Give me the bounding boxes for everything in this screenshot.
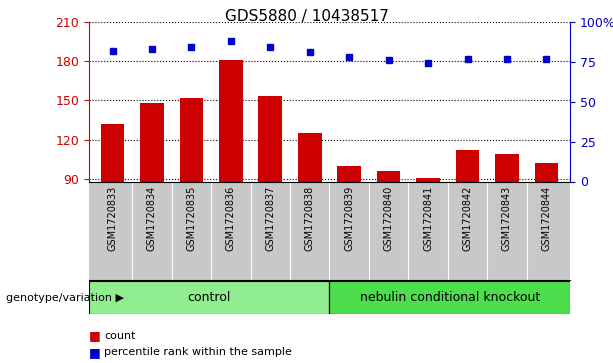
Text: GSM1720833: GSM1720833 bbox=[107, 185, 118, 251]
Bar bbox=[101, 124, 124, 182]
Text: GSM1720838: GSM1720838 bbox=[305, 185, 314, 251]
Text: GSM1720839: GSM1720839 bbox=[345, 185, 354, 251]
Bar bbox=[416, 178, 440, 182]
Bar bbox=[259, 97, 282, 182]
Text: GSM1720840: GSM1720840 bbox=[384, 185, 394, 251]
Text: GSM1720835: GSM1720835 bbox=[186, 185, 196, 251]
Text: genotype/variation ▶: genotype/variation ▶ bbox=[6, 293, 124, 303]
Text: GSM1720837: GSM1720837 bbox=[265, 185, 275, 251]
Text: count: count bbox=[104, 331, 135, 341]
Bar bbox=[140, 103, 164, 182]
Text: GSM1720841: GSM1720841 bbox=[423, 185, 433, 251]
Bar bbox=[180, 98, 204, 182]
Bar bbox=[377, 171, 400, 182]
Text: GDS5880 / 10438517: GDS5880 / 10438517 bbox=[224, 9, 389, 24]
Bar bbox=[330, 281, 570, 314]
Bar bbox=[455, 150, 479, 182]
Text: GSM1720843: GSM1720843 bbox=[502, 185, 512, 251]
Text: nebulin conditional knockout: nebulin conditional knockout bbox=[360, 291, 540, 304]
Text: ■: ■ bbox=[89, 346, 101, 359]
Bar bbox=[89, 281, 330, 314]
Text: GSM1720842: GSM1720842 bbox=[463, 185, 473, 251]
Bar bbox=[219, 60, 243, 182]
Text: GSM1720844: GSM1720844 bbox=[541, 185, 552, 251]
Text: GSM1720834: GSM1720834 bbox=[147, 185, 157, 251]
Text: ■: ■ bbox=[89, 329, 101, 342]
Text: GSM1720836: GSM1720836 bbox=[226, 185, 236, 251]
Text: control: control bbox=[188, 291, 231, 304]
Bar bbox=[298, 133, 322, 182]
Bar bbox=[495, 154, 519, 182]
Text: percentile rank within the sample: percentile rank within the sample bbox=[104, 347, 292, 357]
Bar bbox=[535, 163, 558, 182]
Bar bbox=[337, 166, 361, 182]
